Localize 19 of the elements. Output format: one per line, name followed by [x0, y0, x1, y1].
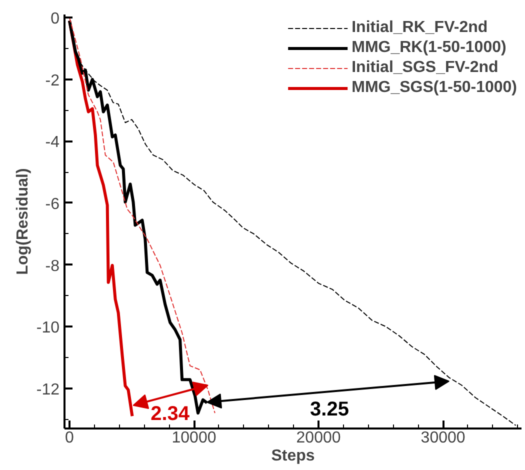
legend-label: MMG_RK(1-50-1000): [352, 38, 506, 58]
legend-label: Initial_RK_FV-2nd: [352, 18, 488, 38]
x-axis-title: Steps: [271, 448, 315, 464]
y-tick-label: -10: [36, 320, 60, 337]
legend-label: MMG_SGS(1-50-1000): [352, 78, 517, 98]
y-tick-label: -8: [45, 258, 60, 275]
x-tick-label: 0: [65, 430, 74, 446]
x-tick-label: 30000: [420, 430, 466, 446]
y-tick-label: -2: [45, 72, 60, 90]
y-tick-label: 0: [50, 10, 60, 28]
y-axis-title: Log(Residual): [14, 168, 32, 275]
annotation: 3.25: [310, 398, 349, 420]
y-tick-label: -6: [45, 196, 60, 213]
x-tick-label: 20000: [296, 430, 341, 446]
y-tick-label: -4: [45, 134, 60, 152]
annotation: 2.34: [150, 403, 190, 426]
x-tick-label: 10000: [172, 430, 216, 446]
legend-label: Initial_SGS_FV-2nd: [352, 58, 498, 78]
y-tick-label: -12: [36, 381, 60, 398]
